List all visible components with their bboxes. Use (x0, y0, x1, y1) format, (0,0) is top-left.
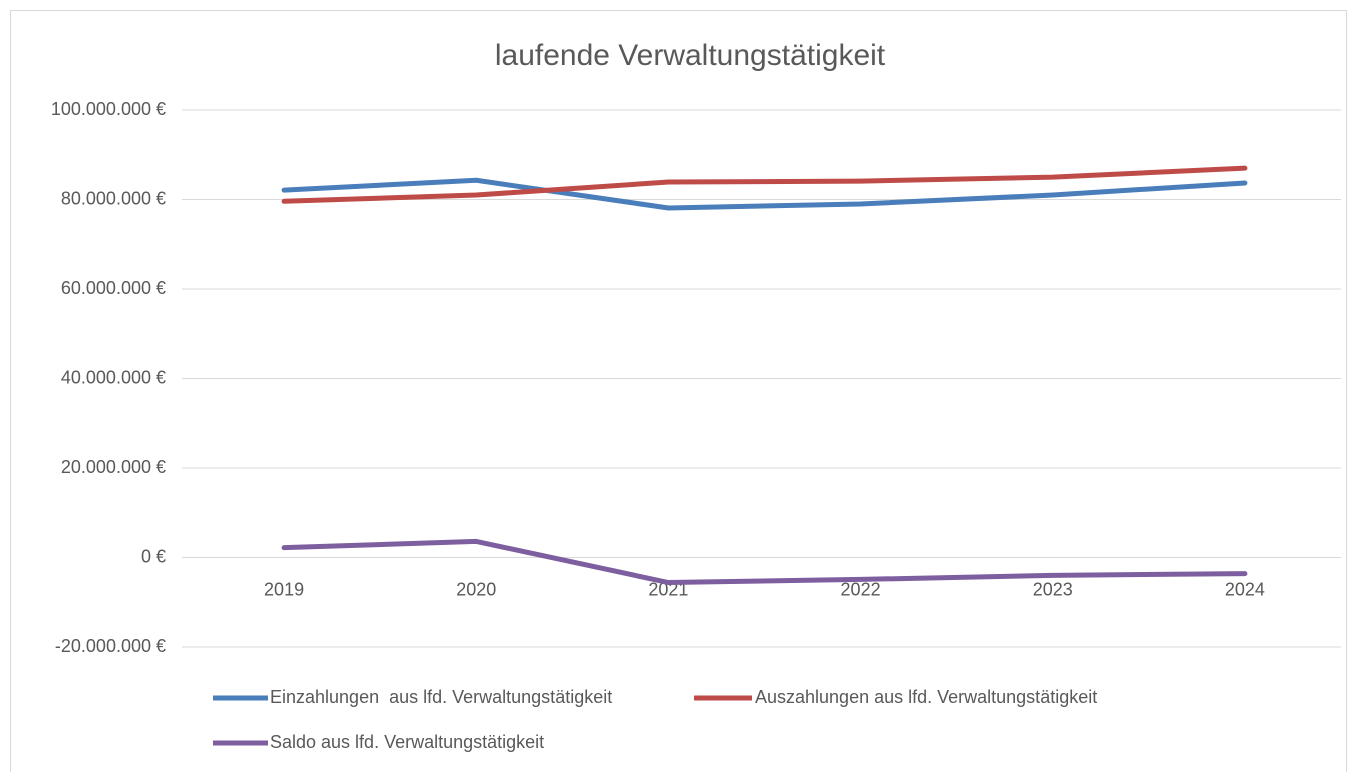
x-tick-label: 2019 (264, 579, 304, 599)
x-tick-label: 2023 (1033, 579, 1073, 599)
y-tick-label: 60.000.000 € (61, 278, 166, 298)
chart-title: laufende Verwaltungstätigkeit (495, 39, 886, 72)
x-tick-label: 2022 (841, 579, 881, 599)
legend-label: Saldo aus lfd. Verwaltungstätigkeit (270, 732, 544, 752)
y-tick-label: 20.000.000 € (61, 457, 166, 477)
series-line (281, 538, 1248, 586)
y-tick-label: 40.000.000 € (61, 367, 166, 387)
legend: Einzahlungen aus lfd. Verwaltungstätigke… (213, 687, 1097, 752)
chart-border (10, 10, 1347, 772)
y-tick-label: 0 € (141, 546, 166, 566)
y-tick-label: 80.000.000 € (61, 188, 166, 208)
x-tick-label: 2024 (1225, 579, 1265, 599)
x-tick-label: 2020 (456, 579, 496, 599)
y-tick-label: -20.000.000 € (55, 636, 166, 656)
legend-label: Einzahlungen aus lfd. Verwaltungstätigke… (270, 687, 612, 707)
series-line (281, 177, 1248, 211)
series-line (281, 165, 1248, 204)
legend-label: Auszahlungen aus lfd. Verwaltungstätigke… (755, 687, 1097, 707)
y-tick-label: 100.000.000 € (51, 99, 166, 119)
